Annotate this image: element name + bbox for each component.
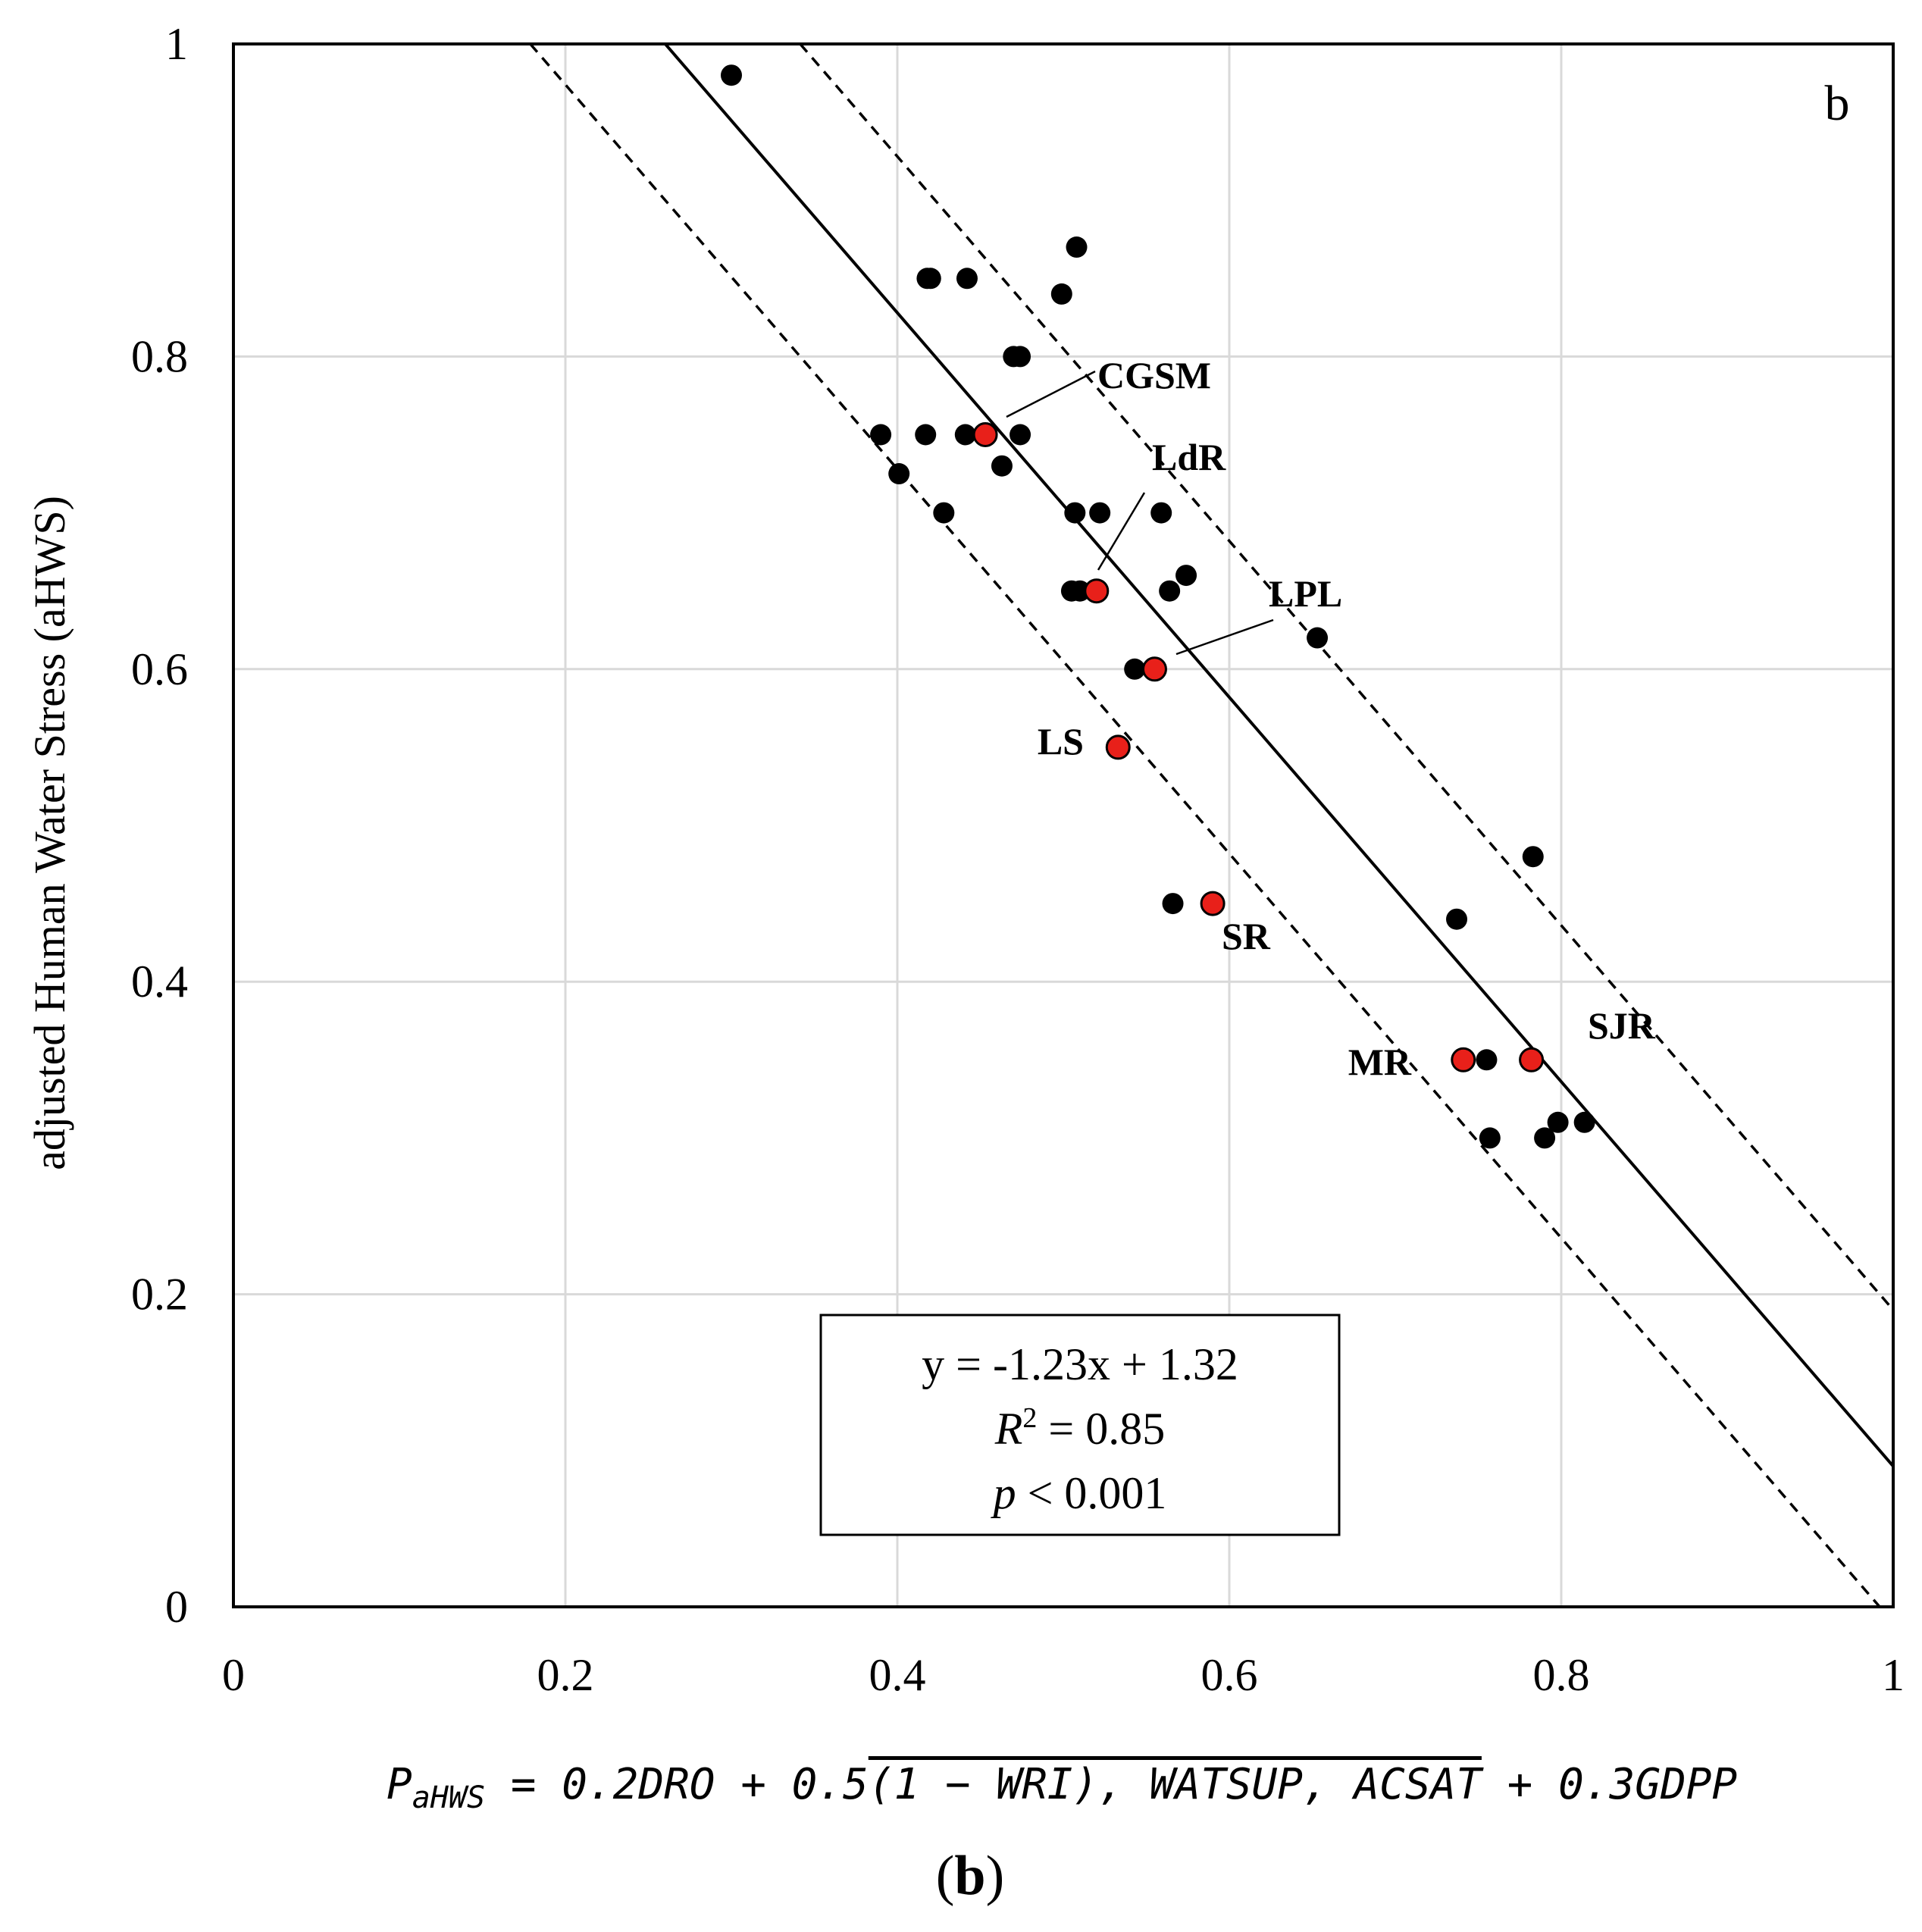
y-tick-label: 0.6 xyxy=(131,644,188,694)
y-tick-label: 0.8 xyxy=(131,331,188,381)
y-tick-labels: 0 0.2 0.4 0.6 0.8 1 xyxy=(131,19,188,1632)
x-tick-labels: 0 0.2 0.4 0.6 0.8 1 xyxy=(222,1650,1905,1700)
y-tick-label: 0.4 xyxy=(131,957,188,1007)
stats-r-squared: R2 = 0.85 xyxy=(994,1402,1166,1454)
grid-lines xyxy=(233,44,1893,1607)
r2-symbol: R xyxy=(994,1404,1023,1454)
data-point xyxy=(1446,908,1468,930)
y-axis-label: adjusted Human Water Stress (aHWS) xyxy=(25,496,74,1170)
caption-close: ) xyxy=(985,1845,1005,1907)
highlighted-point-sr xyxy=(1200,891,1226,916)
formula-subscript: aHWS xyxy=(412,1780,486,1816)
p-symbol: p xyxy=(991,1468,1016,1518)
data-point xyxy=(1159,580,1181,602)
callout-line-ldr xyxy=(1097,492,1146,571)
formula-part1: = 0.2DRO + 0.5 xyxy=(485,1760,869,1809)
data-point xyxy=(1124,658,1146,680)
panel-caption: (b) xyxy=(894,1834,1046,1918)
highlighted-point-cgsm xyxy=(972,422,998,447)
callout-lines xyxy=(1006,370,1274,656)
data-point xyxy=(1162,893,1184,915)
point-label-sr: SR xyxy=(1222,915,1271,957)
x-tick-label: 1 xyxy=(1882,1650,1905,1700)
stats-box: y = -1.23x + 1.32 R2 = 0.85 p < 0.001 xyxy=(819,1314,1341,1536)
highlighted-point-lpl xyxy=(1141,656,1167,682)
data-point xyxy=(1064,502,1086,524)
formula-overlined-term: (1 − WRI), WATSUP, ACSAT xyxy=(868,1760,1482,1809)
data-point xyxy=(1547,1111,1569,1133)
stats-box-frame xyxy=(819,1314,1341,1536)
callout-line-cgsm xyxy=(1006,370,1096,418)
highlighted-point-mr xyxy=(1451,1047,1476,1072)
x-tick-label: 0.4 xyxy=(869,1650,926,1700)
data-point xyxy=(933,502,955,524)
data-point xyxy=(1089,502,1111,524)
data-point xyxy=(954,424,976,446)
data-point xyxy=(888,463,910,485)
stats-equation: y = -1.23x + 1.32 xyxy=(922,1339,1238,1389)
data-point xyxy=(1066,236,1088,258)
data-point xyxy=(1307,627,1329,649)
data-point xyxy=(1573,1111,1595,1133)
scatter-chart: 0 0.2 0.4 0.6 0.8 1 0 0.2 0.4 0.6 0.8 1 adjusted H… xyxy=(25,19,1905,1700)
data-point xyxy=(1479,1127,1501,1149)
highlighted-labels: CGSM LdR LPL LS SR MR SJR xyxy=(1038,354,1656,1083)
stats-p-value: p < 0.001 xyxy=(991,1468,1167,1518)
data-point xyxy=(1010,424,1031,446)
point-label-lpl: LPL xyxy=(1269,572,1342,615)
data-point xyxy=(991,455,1013,477)
point-label-ldr: LdR xyxy=(1152,436,1226,478)
r2-value: = 0.85 xyxy=(1037,1404,1165,1454)
x-tick-label: 0.8 xyxy=(1533,1650,1590,1700)
regression-lines xyxy=(529,42,1895,1608)
data-point xyxy=(1534,1127,1556,1149)
plot-frame xyxy=(232,42,1895,1608)
highlighted-point-ldr xyxy=(1084,578,1110,604)
data-point xyxy=(956,268,978,290)
regression-line xyxy=(664,42,1895,1467)
y-tick-label: 1 xyxy=(165,19,188,69)
x-tick-label: 0 xyxy=(222,1650,245,1700)
x-tick-label: 0.2 xyxy=(537,1650,594,1700)
upper-bound-line xyxy=(799,42,1895,1311)
highlighted-point-sjr xyxy=(1519,1047,1545,1072)
p-value: < 0.001 xyxy=(1016,1468,1167,1518)
data-point xyxy=(870,424,892,446)
data-point xyxy=(915,424,937,446)
y-tick-label: 0.2 xyxy=(131,1270,188,1320)
data-point xyxy=(1476,1049,1498,1071)
data-point xyxy=(721,64,742,86)
point-label-mr: MR xyxy=(1348,1041,1412,1083)
data-point xyxy=(1010,346,1031,368)
highlighted-point-ls xyxy=(1105,734,1131,760)
formula-part2: + 0.3GDPP xyxy=(1481,1760,1738,1809)
data-point xyxy=(1050,283,1072,305)
x-axis-formula: PaHWS = 0.2DRO + 0.5(1 − WRI), WATSUP, A… xyxy=(387,1743,1864,1827)
caption-letter: b xyxy=(954,1845,986,1907)
data-point xyxy=(1175,565,1197,587)
data-point xyxy=(1522,846,1544,868)
r2-superscript: 2 xyxy=(1022,1402,1037,1434)
point-label-cgsm: CGSM xyxy=(1097,354,1211,396)
formula-prefix: P xyxy=(387,1760,412,1809)
data-point xyxy=(1150,502,1172,524)
highlighted-points xyxy=(972,422,1545,1072)
point-label-ls: LS xyxy=(1038,720,1084,762)
x-tick-label: 0.6 xyxy=(1201,1650,1258,1700)
data-point xyxy=(916,268,938,290)
data-points xyxy=(721,64,1595,1149)
callout-line-lpl xyxy=(1175,618,1274,656)
caption-open: ( xyxy=(935,1845,955,1907)
point-label-sjr: SJR xyxy=(1588,1004,1656,1047)
y-tick-label: 0 xyxy=(165,1582,188,1632)
panel-letter: b xyxy=(1825,76,1850,131)
